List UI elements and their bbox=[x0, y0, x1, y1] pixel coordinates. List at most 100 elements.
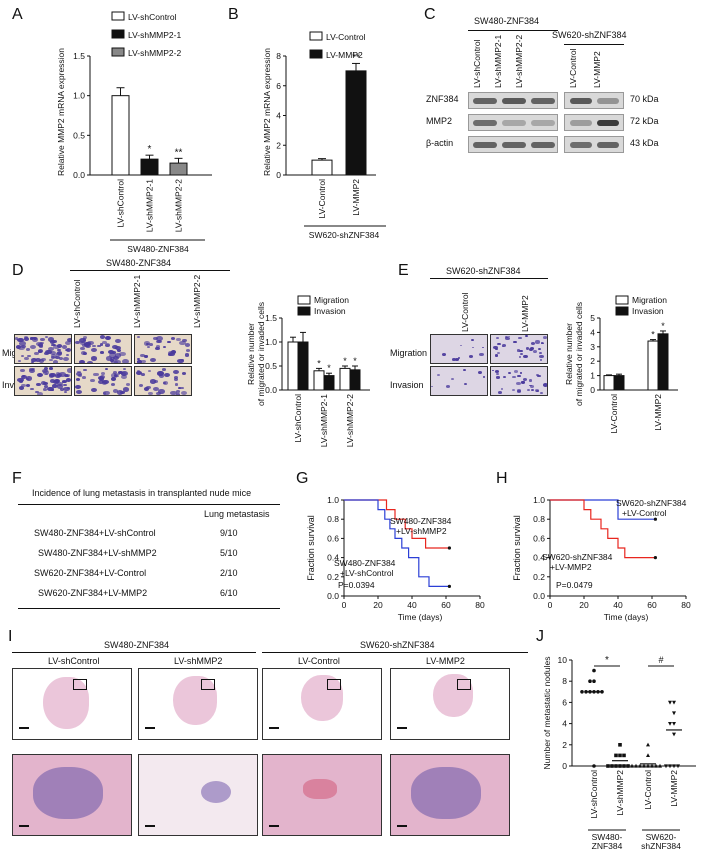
j-y-tick-label-0: 0 bbox=[562, 761, 567, 771]
micro-d-1-1-cell-8 bbox=[90, 379, 95, 383]
panel-d-micrographs: SW480-ZNF384 LV-shControl LV-shMMP2-1 LV-s… bbox=[2, 258, 232, 442]
micro-d-1-0-cell-14 bbox=[44, 385, 48, 388]
j-category-label-0: LV-shControl bbox=[589, 770, 599, 819]
micro-d-1-0-cell-44 bbox=[42, 370, 49, 375]
blot-band-2-1 bbox=[502, 142, 526, 148]
blot-band-0-1 bbox=[502, 98, 526, 104]
g-y-tick-label-2: 0.4 bbox=[327, 553, 339, 563]
g-pvalue: P=0.0394 bbox=[338, 580, 375, 590]
histo-col-label-0: LV-shControl bbox=[48, 656, 100, 666]
micro-d-0-1 bbox=[74, 334, 132, 364]
micro-d-0-2-cell-25 bbox=[146, 346, 150, 349]
micro-e-1-0-cell-4 bbox=[431, 385, 434, 388]
micro-e-0-0-cell-4 bbox=[471, 346, 475, 349]
micro-d-1-0-cell-24 bbox=[32, 367, 36, 370]
e-y-tick-label-0: 0 bbox=[590, 385, 595, 395]
micro-d-0-0-cell-26 bbox=[29, 345, 36, 350]
j-point-0-8 bbox=[580, 690, 584, 694]
micro-e-1-1-cell-0 bbox=[497, 391, 503, 395]
blot-band-1-0 bbox=[473, 120, 497, 126]
d-category-label-1: LV-shMMP2-1 bbox=[319, 394, 329, 447]
micro-e-1-1-cell-12 bbox=[529, 384, 534, 388]
d-bar-0-0 bbox=[287, 341, 299, 391]
d-bar-2-1 bbox=[349, 369, 361, 391]
panel-label-j: J bbox=[536, 628, 544, 645]
micro-d-1-2-cell-11 bbox=[135, 370, 142, 375]
g-y-tick-label-3: 0.6 bbox=[327, 533, 339, 543]
micro-d-0-0-cell-50 bbox=[53, 360, 59, 363]
j-point-1-6 bbox=[622, 764, 626, 768]
micro-d-1-1-cell-26 bbox=[98, 379, 104, 384]
histo-detail-1 bbox=[138, 754, 258, 836]
histo-zoom-box-3 bbox=[457, 679, 471, 690]
e-legend-swatch-0 bbox=[615, 295, 629, 305]
micro-d-0-0-cell-35 bbox=[61, 345, 68, 349]
histo-zoom-box-2 bbox=[327, 679, 341, 690]
table-f-group-0: SW480-ZNF384+LV-shControl bbox=[34, 528, 156, 538]
micro-d-0-2-cell-22 bbox=[144, 355, 148, 358]
micro-d-0-0 bbox=[14, 334, 72, 364]
micro-d-1-2-cell-18 bbox=[139, 384, 144, 388]
a-sig-2: ** bbox=[175, 147, 183, 158]
h-x-tick-label-2: 40 bbox=[613, 600, 623, 610]
micro-e-1-1-cell-21 bbox=[507, 372, 511, 375]
micro-d-1-2-cell-12 bbox=[148, 391, 154, 395]
micro-e-1-1-cell-4 bbox=[530, 389, 534, 392]
micro-e-1-1-cell-6 bbox=[511, 388, 516, 392]
micro-d-0-0-cell-29 bbox=[30, 360, 35, 363]
histo-vessel-2 bbox=[303, 779, 337, 799]
micro-e-1-1-cell-7 bbox=[526, 388, 530, 391]
j-group-label-1b: shZNF384 bbox=[641, 841, 681, 850]
d-legend-label-0: Migration bbox=[314, 295, 349, 305]
micro-d-0-1-cell-41 bbox=[110, 360, 118, 363]
histo-col-label-2: LV-Control bbox=[298, 656, 340, 666]
micro-d-0-0-cell-45 bbox=[65, 341, 71, 346]
micro-d-0-0-cell-53 bbox=[21, 344, 27, 348]
j-point-0-1 bbox=[592, 679, 596, 683]
micro-e-1-1-cell-13 bbox=[512, 375, 516, 379]
table-f-value-3: 6/10 bbox=[220, 588, 238, 598]
micro-e-0-1-cell-4 bbox=[519, 350, 523, 353]
micro-d-1-1-cell-36 bbox=[91, 388, 97, 393]
micro-e-1-1-cell-17 bbox=[520, 381, 525, 385]
h-label-bottom-0: SW620-shZNF384 bbox=[542, 552, 613, 562]
micro-e-1-1-cell-5 bbox=[540, 392, 543, 395]
micro-d-1-2-cell-26 bbox=[181, 390, 188, 395]
micro-d-1-2-cell-2 bbox=[147, 369, 152, 373]
j-point-2-8 bbox=[658, 763, 662, 768]
micro-d-0-0-cell-30 bbox=[15, 345, 22, 349]
g-series-1 bbox=[344, 499, 450, 588]
micro-d-0-0-cell-7 bbox=[53, 344, 60, 350]
h-y-tick-label-1: 0.2 bbox=[533, 572, 545, 582]
e-bar-1-1 bbox=[657, 333, 669, 391]
d-sig-2-0: * bbox=[343, 356, 347, 366]
micro-e-0-1-cell-1 bbox=[535, 340, 540, 344]
micro-d-0-2-cell-32 bbox=[136, 335, 141, 338]
micro-d-1-2-cell-6 bbox=[173, 369, 179, 374]
micro-d-1-2-cell-5 bbox=[157, 371, 164, 376]
j-point-1-7 bbox=[610, 764, 614, 768]
j-point-1-2 bbox=[614, 753, 618, 758]
micro-d-1-0-cell-43 bbox=[25, 384, 31, 388]
micro-d-0-1-cell-14 bbox=[80, 341, 86, 345]
micro-d-0-0-cell-11 bbox=[30, 358, 37, 363]
micro-d-1-0-cell-8 bbox=[21, 383, 26, 387]
j-point-1-3 bbox=[622, 753, 626, 758]
micro-d-1-1-cell-37 bbox=[82, 376, 87, 379]
histo-lung-lobe-0 bbox=[43, 677, 89, 729]
micro-e-0-1-cell-2 bbox=[513, 340, 518, 344]
micro-d-1-2-cell-0 bbox=[143, 387, 150, 391]
e-sig-1-1: * bbox=[661, 321, 665, 331]
micro-d-1-2-cell-23 bbox=[173, 375, 179, 379]
micro-d-0-0-cell-28 bbox=[58, 357, 64, 361]
histo-lung-lobe-1 bbox=[173, 676, 217, 725]
d-category-label-0: LV-shControl bbox=[293, 394, 303, 443]
micro-d-0-1-cell-3 bbox=[110, 357, 115, 361]
micro-d-0-0-cell-57 bbox=[18, 341, 26, 347]
micro-d-1-2-cell-22 bbox=[177, 386, 181, 390]
d-y-tick-label-1: 0.5 bbox=[265, 361, 277, 371]
micro-e-0-1-cell-18 bbox=[523, 354, 528, 359]
blot-row-label-2: β-actin bbox=[426, 138, 454, 148]
j-point-2-0 bbox=[646, 742, 650, 747]
micro-d-0-1-cell-11 bbox=[119, 351, 127, 357]
